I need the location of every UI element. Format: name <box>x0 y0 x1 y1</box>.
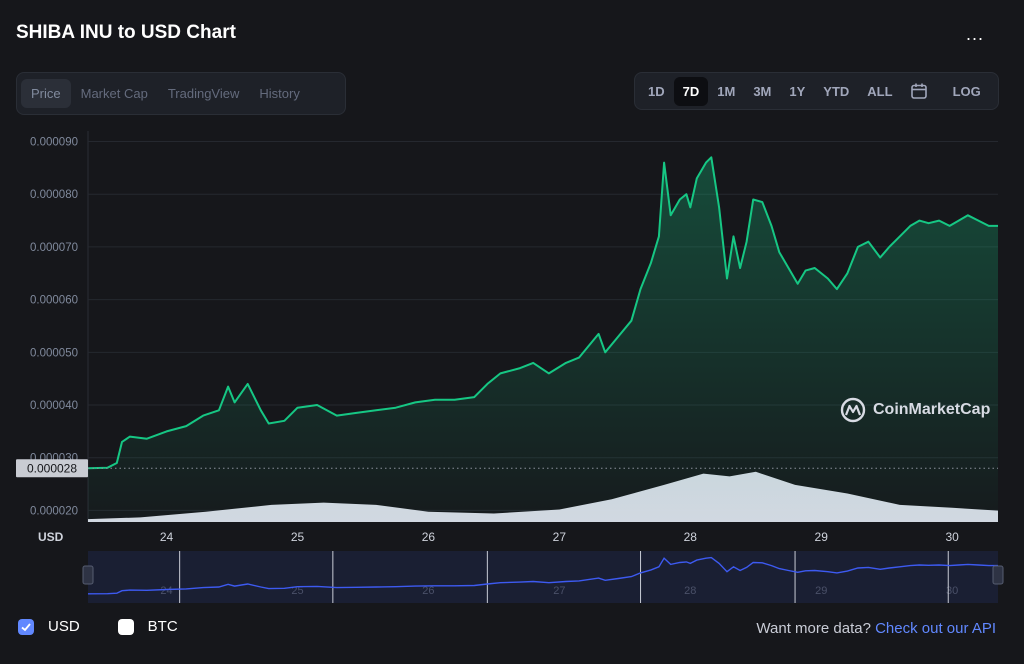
tab-price[interactable]: Price <box>21 79 71 108</box>
chart-type-tabs: Price Market Cap TradingView History <box>16 72 346 115</box>
navigator-tick-label: 28 <box>684 585 696 597</box>
time-range-selector: 1D 7D 1M 3M 1Y YTD ALL LOG <box>634 72 999 110</box>
coinmarketcap-watermark: CoinMarketCap <box>840 397 990 423</box>
range-1y[interactable]: 1Y <box>789 83 806 99</box>
btc-label: BTC <box>147 618 178 635</box>
check-icon <box>21 622 31 631</box>
range-all[interactable]: ALL <box>867 83 893 99</box>
x-tick-label: 30 <box>945 530 959 544</box>
y-axis-unit-label: USD <box>38 530 64 544</box>
range-1d[interactable]: 1D <box>648 83 665 99</box>
y-tick-label: 0.000090 <box>30 137 78 149</box>
watermark-text: CoinMarketCap <box>873 401 991 418</box>
navigator-tick-label: 29 <box>815 585 827 597</box>
btc-checkbox[interactable] <box>117 618 134 635</box>
more-options-icon[interactable]: ... <box>966 24 985 44</box>
usd-label: USD <box>48 618 80 635</box>
navigator-tick-label: 25 <box>291 585 303 597</box>
tab-history[interactable]: History <box>259 86 300 101</box>
y-tick-label: 0.000040 <box>30 400 78 412</box>
navigator-tick-label: 27 <box>553 585 565 597</box>
current-price-label: 0.000028 <box>27 461 77 475</box>
calendar-icon[interactable] <box>910 82 928 100</box>
navigator-tick-label: 24 <box>160 585 172 597</box>
x-tick-label: 29 <box>815 530 829 544</box>
navigator-handle-left[interactable] <box>82 565 94 585</box>
x-tick-label: 28 <box>684 530 698 544</box>
range-3m[interactable]: 3M <box>753 83 772 99</box>
navigator-line <box>87 556 998 595</box>
usd-checkbox[interactable] <box>18 618 34 635</box>
x-tick-label: 24 <box>160 530 174 544</box>
y-tick-label: 0.000050 <box>30 347 78 359</box>
more-data-cta: Want more data? Check out our API <box>756 620 996 637</box>
api-link[interactable]: Check out our API <box>875 620 996 637</box>
log-scale-toggle[interactable]: LOG <box>952 83 981 99</box>
price-line <box>87 156 998 470</box>
range-7d[interactable]: 7D <box>673 76 709 106</box>
range-ytd[interactable]: YTD <box>823 83 850 99</box>
x-tick-label: 25 <box>291 530 305 544</box>
x-tick-label: 26 <box>422 530 436 544</box>
page-title: SHIBA INU to USD Chart <box>16 22 236 43</box>
current-price-tag <box>16 459 88 478</box>
navigator-background <box>88 551 998 603</box>
y-tick-label: 0.000080 <box>30 189 78 201</box>
currency-toggle: USD BTC <box>18 618 216 635</box>
coinmarketcap-logo-icon <box>840 397 866 423</box>
y-tick-label: 0.000020 <box>30 505 78 517</box>
x-tick-label: 27 <box>553 530 567 544</box>
navigator-tick-label: 26 <box>422 585 434 597</box>
price-area <box>88 157 998 523</box>
y-tick-label: 0.000070 <box>30 242 78 254</box>
more-data-prompt: Want more data? <box>756 620 871 637</box>
tab-market-cap[interactable]: Market Cap <box>80 86 148 101</box>
range-1m[interactable]: 1M <box>717 83 736 99</box>
navigator-handle-right[interactable] <box>992 565 1004 585</box>
navigator-tick-label: 30 <box>946 585 958 597</box>
tab-tradingview[interactable]: TradingView <box>167 86 240 101</box>
y-tick-label: 0.000060 <box>30 295 78 307</box>
